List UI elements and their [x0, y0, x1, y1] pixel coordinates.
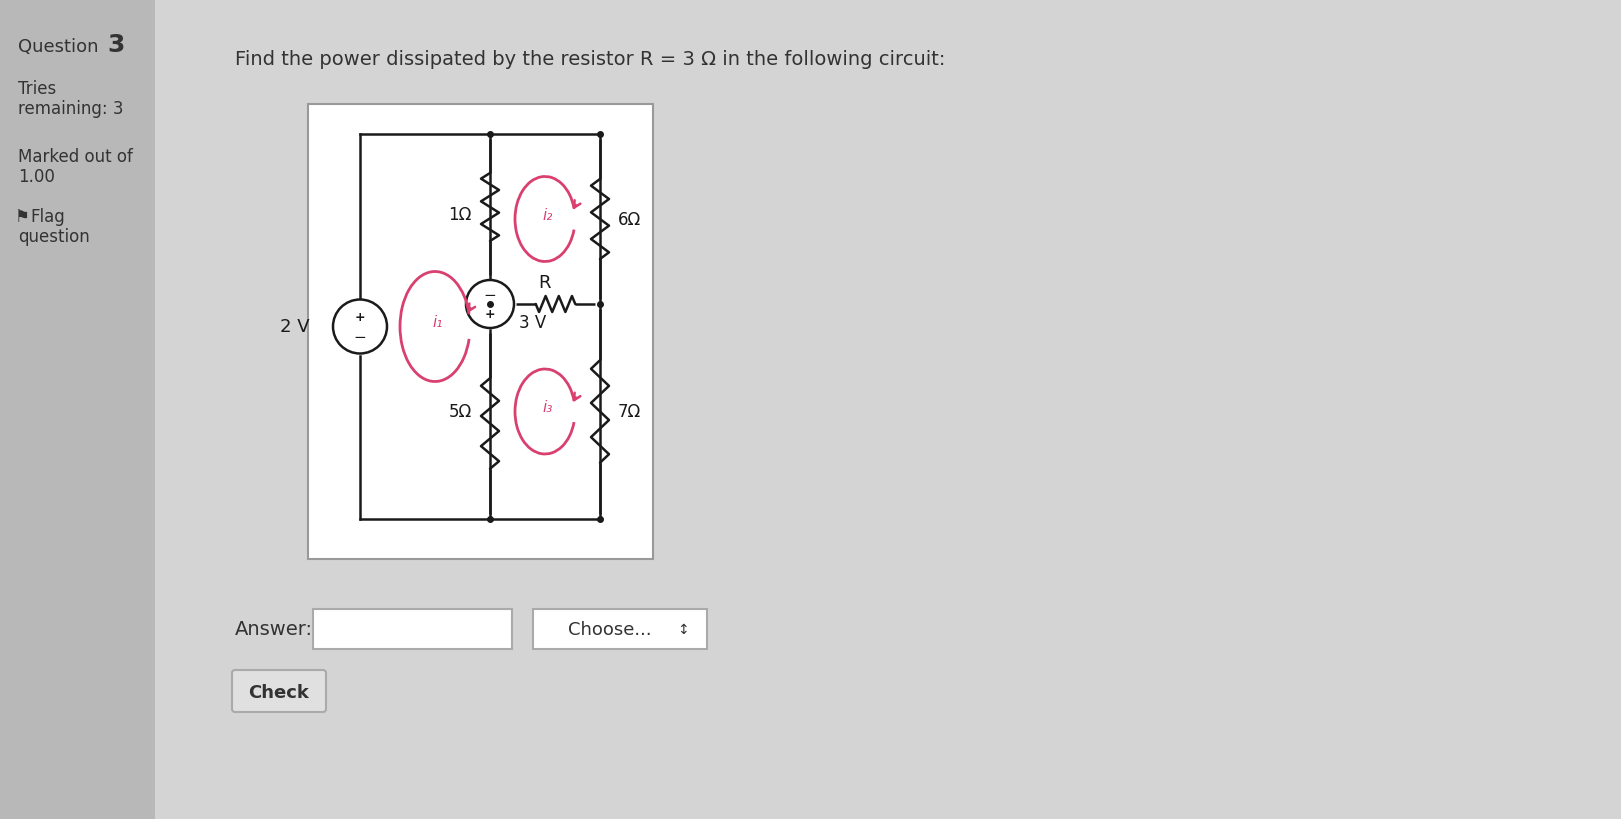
Text: 3: 3	[107, 33, 125, 57]
Text: ↕: ↕	[678, 622, 689, 636]
Text: Flag: Flag	[31, 208, 65, 226]
FancyBboxPatch shape	[156, 0, 1621, 819]
FancyBboxPatch shape	[308, 105, 653, 559]
Text: i₃: i₃	[543, 400, 553, 414]
Text: 1.00: 1.00	[18, 168, 55, 186]
Text: Find the power dissipated by the resistor R = 3 Ω in the following circuit:: Find the power dissipated by the resisto…	[235, 50, 945, 69]
Text: 1Ω: 1Ω	[449, 206, 472, 224]
Text: +: +	[485, 307, 496, 320]
Text: −: −	[353, 330, 366, 345]
Text: 6Ω: 6Ω	[618, 210, 642, 229]
Text: 5Ω: 5Ω	[449, 403, 472, 421]
Text: 7Ω: 7Ω	[618, 403, 642, 421]
Text: 3 V: 3 V	[519, 314, 546, 332]
Text: i₁: i₁	[433, 314, 443, 329]
FancyBboxPatch shape	[0, 0, 156, 819]
Text: Marked out of: Marked out of	[18, 147, 133, 165]
Text: i₂: i₂	[543, 207, 553, 222]
Text: Choose...: Choose...	[569, 620, 652, 638]
Text: −: −	[483, 288, 496, 303]
FancyBboxPatch shape	[232, 670, 326, 713]
Text: R: R	[538, 274, 551, 292]
Text: ⚑: ⚑	[15, 208, 29, 226]
Text: +: +	[355, 310, 365, 324]
Text: 2 V: 2 V	[280, 318, 310, 336]
Text: Answer:: Answer:	[235, 620, 313, 639]
Text: question: question	[18, 228, 89, 246]
Text: Check: Check	[248, 683, 310, 701]
FancyBboxPatch shape	[533, 609, 707, 649]
Text: Tries: Tries	[18, 80, 57, 98]
FancyBboxPatch shape	[313, 609, 512, 649]
Text: remaining: 3: remaining: 3	[18, 100, 123, 118]
Text: Question: Question	[18, 38, 104, 56]
